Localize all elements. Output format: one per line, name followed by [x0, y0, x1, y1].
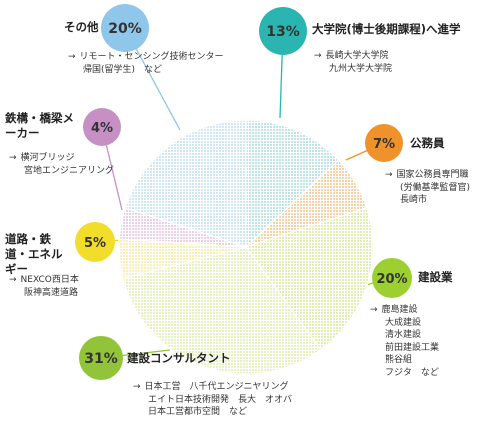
note-item: → 横河ブリッジ: [9, 153, 75, 163]
arrow-icon: →: [9, 275, 17, 285]
note-item: 熊谷組: [385, 355, 413, 365]
percent-badge: [83, 108, 121, 146]
arrow-icon: →: [385, 170, 393, 180]
pie-slice: [245, 206, 374, 351]
note-item: 大成建設: [385, 317, 422, 328]
category-notes: → NEXCO西日本阪神高速道路: [9, 274, 79, 299]
category-notes: → 横河ブリッジ宮地エンジニアリング: [9, 152, 114, 177]
arrow-icon: →: [314, 51, 322, 61]
note-item: 前田建設工業: [385, 342, 440, 353]
note-item: (労働基準監督官): [400, 182, 471, 193]
pie-slice: [122, 246, 322, 375]
arrow-icon: →: [370, 305, 378, 315]
note-item: 長崎市: [400, 195, 428, 205]
percent-label: 5%: [84, 236, 106, 251]
category-notes: → 長崎大学大学院九州大学大学院: [314, 50, 392, 75]
category-notes: → 日本工営 八千代エンジニヤリングエイト日本技術開発 長大 オオバ 日本工営都市空…: [133, 381, 292, 419]
category-label: 大学院(博士後期課程)へ進学: [312, 22, 461, 36]
note-item: → 国家公務員専門職: [385, 170, 469, 180]
note-item: 帰国(留学生) など: [83, 64, 163, 75]
note-item: 宮地エンジニアリング: [24, 165, 115, 176]
percent-label: 31%: [84, 351, 118, 367]
category-notes: → リモート・センシング技術センター帰国(留学生) など: [68, 51, 224, 76]
note-item: → 長崎大学大学院: [314, 51, 389, 61]
note-item: → NEXCO西日本: [9, 275, 79, 285]
pie-slice: [245, 119, 340, 249]
percent-label: 20%: [108, 21, 142, 37]
category-notes: → 鹿島建設大成建設清水建設前田建設工業 熊谷組フジタ など: [370, 304, 439, 379]
arrow-icon: →: [9, 153, 17, 163]
percent-label: 20%: [376, 272, 407, 287]
percent-badge: [365, 124, 403, 162]
percent-badge: [79, 336, 123, 380]
pie-slice: [124, 119, 247, 248]
percent-label: 13%: [266, 24, 300, 40]
note-item: → 鹿島建設: [370, 305, 418, 315]
note-item: フジタ など: [385, 367, 439, 378]
note-item: 九州大学大学院: [329, 63, 393, 74]
percent-badge: [372, 258, 412, 298]
percent-badge: [101, 4, 149, 52]
category-label: その他: [64, 20, 99, 34]
category-label: 道路・鉄道・エネルギー: [5, 232, 63, 276]
note-item: エイト日本技術開発 長大 オオバ: [148, 394, 293, 405]
category-label: 公務員: [410, 136, 445, 150]
category-notes: → 国家公務員専門職 (労働基準監督官) 長崎市: [385, 169, 470, 207]
note-item: 清水建設: [385, 330, 422, 340]
category-label: 建設コンサルタント: [127, 351, 231, 365]
note-item: 日本工営都市空間 など: [148, 407, 248, 417]
percent-badge: [75, 222, 115, 262]
percent-label: 4%: [91, 121, 113, 136]
note-item: 阪神高速道路: [24, 287, 79, 298]
note-item: → リモート・センシング技術センター: [68, 52, 224, 62]
arrow-icon: →: [68, 52, 76, 62]
arrow-icon: →: [133, 382, 141, 392]
percent-badge: [259, 7, 307, 55]
category-label: 鉄構・橋梁メーカー: [5, 111, 74, 140]
percent-label: 7%: [373, 137, 395, 152]
category-label: 建設業: [418, 270, 453, 284]
note-item: → 日本工営 八千代エンジニヤリング: [133, 382, 289, 392]
